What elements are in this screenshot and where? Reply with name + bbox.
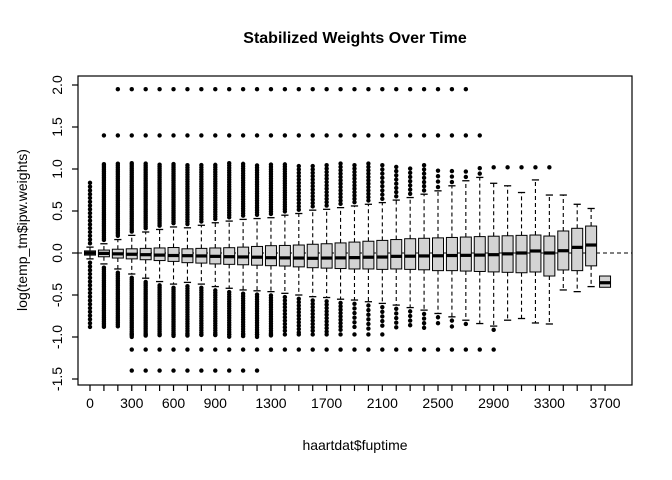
svg-text:3700: 3700 [589,395,620,411]
svg-text:2900: 2900 [478,395,509,411]
svg-text:600: 600 [162,395,186,411]
svg-text:1300: 1300 [255,395,286,411]
svg-text:0.0: 0.0 [49,243,65,263]
svg-text:0: 0 [86,395,94,411]
svg-text:2500: 2500 [422,395,453,411]
svg-text:0.5: 0.5 [49,201,65,221]
svg-text:2.0: 2.0 [49,75,65,95]
chart-title: Stabilized Weights Over Time [243,30,467,47]
svg-text:1.0: 1.0 [49,159,65,179]
svg-text:3300: 3300 [534,395,565,411]
svg-text:300: 300 [120,395,144,411]
svg-text:1700: 1700 [311,395,342,411]
x-axis-label: haartdat$fuptime [302,437,408,453]
svg-text:2100: 2100 [367,395,398,411]
svg-text:-1.0: -1.0 [49,325,65,349]
svg-text:900: 900 [204,395,228,411]
svg-text:1.5: 1.5 [49,117,65,137]
svg-text:-1.5: -1.5 [49,367,65,391]
svg-text:-0.5: -0.5 [49,283,65,307]
